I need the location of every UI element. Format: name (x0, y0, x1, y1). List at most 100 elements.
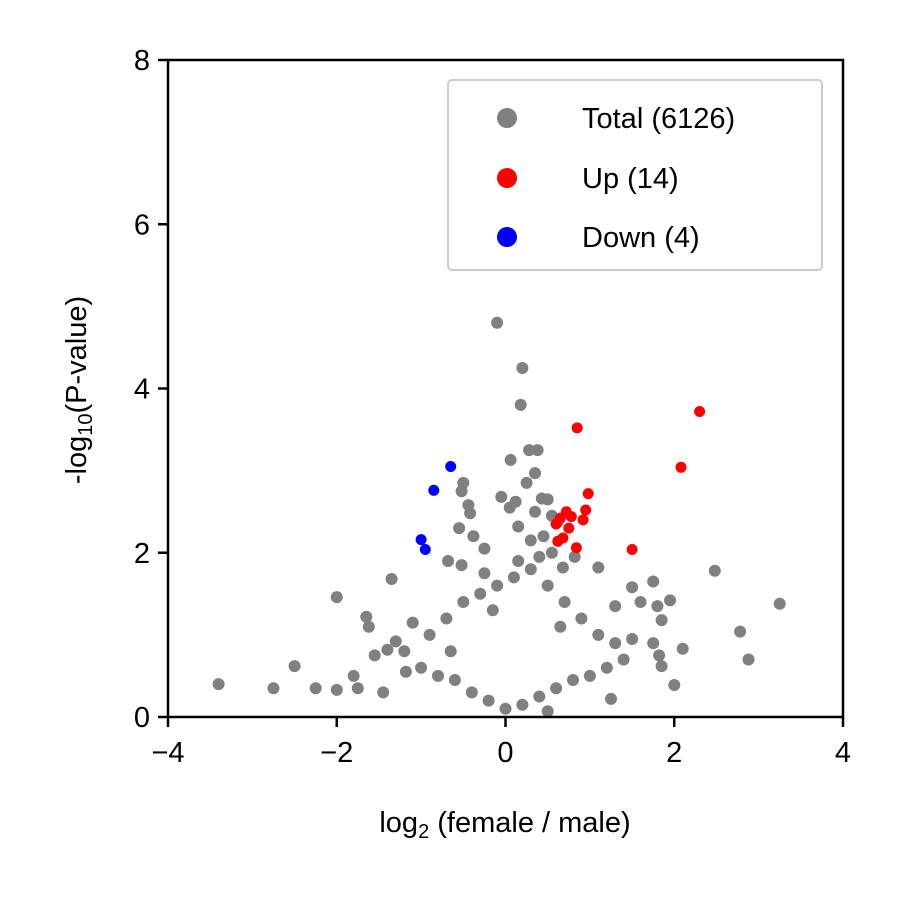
point-0-50 (381, 643, 394, 656)
point-0-52 (653, 649, 666, 662)
point-0-49 (676, 642, 689, 655)
point-0-25 (478, 542, 491, 555)
point-0-99 (444, 645, 457, 658)
point-0-13 (541, 493, 554, 506)
point-0-32 (385, 573, 398, 585)
point-0-90 (592, 628, 605, 641)
series-1 (550, 406, 706, 555)
legend-marker-up (497, 168, 517, 188)
point-0-98 (554, 620, 567, 633)
point-0-23 (467, 530, 480, 543)
data-points (212, 316, 786, 718)
point-0-9 (455, 485, 468, 498)
point-0-29 (455, 559, 468, 572)
series-0 (212, 316, 786, 718)
point-0-51 (368, 649, 381, 662)
y-tick-label: 0 (134, 702, 150, 734)
point-0-40 (651, 600, 664, 613)
point-0-88 (558, 596, 571, 608)
point-0-43 (362, 620, 375, 633)
point-0-92 (398, 645, 411, 658)
point-0-38 (664, 594, 676, 607)
point-0-95 (512, 555, 525, 567)
point-2-2 (415, 534, 427, 546)
point-1-7 (565, 511, 577, 523)
point-0-75 (550, 682, 563, 695)
point-0-80 (423, 628, 436, 641)
legend-box (447, 79, 823, 271)
point-0-20 (453, 522, 466, 535)
point-1-8 (577, 514, 589, 526)
point-1-5 (580, 504, 592, 516)
point-1-13 (570, 542, 582, 554)
point-1-2 (675, 461, 687, 473)
legend-label-total: Total (6126) (582, 103, 735, 135)
x-tick-label: 2 (666, 737, 682, 769)
y-tick-label: 4 (134, 374, 150, 406)
point-0-67 (415, 661, 428, 674)
point-2-0 (445, 461, 457, 472)
point-0-42 (360, 610, 373, 623)
point-0-61 (351, 682, 364, 695)
point-0-81 (440, 612, 453, 625)
point-0-89 (575, 612, 588, 625)
x-axis-label: log2 (female / male) (379, 807, 630, 843)
point-0-66 (399, 665, 412, 678)
point-0-77 (583, 669, 596, 682)
point-0-56 (347, 669, 360, 682)
x-tick-label: 4 (835, 737, 851, 769)
y-tick-label: 8 (134, 45, 150, 77)
point-0-28 (568, 550, 581, 563)
point-0-26 (545, 546, 558, 559)
point-0-85 (507, 571, 520, 584)
point-1-3 (582, 488, 594, 500)
point-0-55 (288, 660, 301, 673)
point-0-71 (482, 694, 495, 707)
point-0-63 (668, 679, 681, 691)
point-0-68 (432, 669, 444, 682)
point-0-1 (516, 362, 529, 374)
point-0-44 (655, 614, 668, 627)
point-0-34 (626, 581, 639, 594)
point-0-86 (524, 563, 537, 576)
y-tick-label: 2 (134, 538, 150, 570)
x-tick-label: 0 (497, 737, 513, 769)
point-0-6 (529, 467, 541, 480)
point-0-78 (600, 661, 613, 674)
point-0-62 (377, 686, 390, 699)
point-0-46 (389, 635, 402, 648)
point-0-15 (503, 501, 516, 514)
point-0-5 (504, 453, 517, 466)
point-0-72 (499, 702, 512, 715)
point-0-36 (330, 591, 343, 604)
point-0-24 (524, 534, 537, 547)
point-0-57 (212, 678, 225, 691)
point-0-74 (533, 690, 546, 703)
point-2-1 (428, 484, 440, 496)
point-0-39 (609, 600, 622, 613)
point-0-10 (495, 490, 508, 503)
point-0-35 (708, 564, 721, 577)
point-0-82 (457, 596, 470, 608)
point-0-3 (523, 444, 536, 457)
point-0-60 (330, 683, 343, 696)
legend: Total (6126) Up (14) Down (4) (447, 79, 823, 271)
point-1-9 (550, 518, 562, 530)
point-0-93 (626, 633, 639, 645)
point-0-22 (537, 530, 550, 543)
point-2-3 (419, 544, 431, 555)
point-0-79 (617, 653, 630, 666)
point-0-31 (592, 561, 605, 574)
point-0-16 (529, 505, 541, 518)
legend-marker-total (497, 108, 517, 128)
y-axis-label: -log10(P-value) (61, 296, 97, 484)
point-0-0 (491, 316, 504, 329)
point-0-97 (486, 604, 499, 617)
legend-marker-down (497, 227, 517, 247)
point-1-0 (694, 406, 706, 417)
x-tick-label: −2 (320, 737, 353, 769)
point-0-83 (474, 587, 487, 600)
point-0-17 (464, 507, 477, 520)
point-0-47 (647, 637, 660, 650)
